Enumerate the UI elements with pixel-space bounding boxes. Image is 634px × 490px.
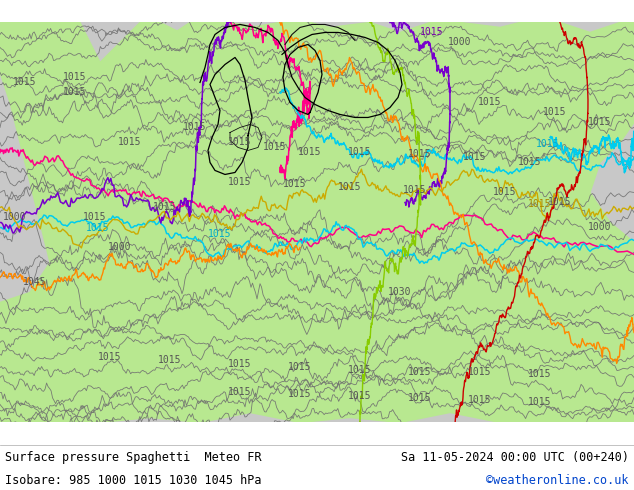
Text: 1015: 1015 <box>543 107 567 118</box>
Text: 1015: 1015 <box>63 87 87 98</box>
Text: 1015: 1015 <box>208 229 232 240</box>
Text: Surface pressure Spaghetti  Meteo FR: Surface pressure Spaghetti Meteo FR <box>5 451 262 464</box>
Text: ©weatheronline.co.uk: ©weatheronline.co.uk <box>486 473 629 487</box>
Text: 1015: 1015 <box>408 393 432 403</box>
Text: 1000: 1000 <box>108 243 132 252</box>
Text: 1015: 1015 <box>518 157 541 168</box>
Text: 1015: 1015 <box>283 179 307 190</box>
Text: 1015: 1015 <box>228 388 252 397</box>
Text: 1015: 1015 <box>183 122 207 132</box>
Text: 1015: 1015 <box>83 213 107 222</box>
Text: 1015: 1015 <box>228 360 252 369</box>
Text: 1015: 1015 <box>528 369 552 379</box>
Text: 1015: 1015 <box>408 149 432 159</box>
Text: 1015: 1015 <box>288 390 312 399</box>
Text: 1000: 1000 <box>3 213 27 222</box>
Text: 1015: 1015 <box>153 202 177 213</box>
Text: 1015: 1015 <box>228 177 252 188</box>
Text: 1015: 1015 <box>463 152 487 163</box>
Text: 1015: 1015 <box>158 355 182 366</box>
Text: 1015: 1015 <box>528 397 552 408</box>
Text: 1015: 1015 <box>478 98 501 107</box>
Polygon shape <box>0 23 634 422</box>
Text: 1015: 1015 <box>528 199 552 209</box>
Text: 1000: 1000 <box>448 37 472 48</box>
Text: 1015: 1015 <box>98 352 122 363</box>
Text: 1015: 1015 <box>228 138 252 147</box>
Text: 1015: 1015 <box>408 368 432 377</box>
Text: 1015: 1015 <box>339 182 362 193</box>
Text: 1015: 1015 <box>63 73 87 82</box>
Text: Isobare: 985 1000 1015 1030 1045 hPa: Isobare: 985 1000 1015 1030 1045 hPa <box>5 473 262 487</box>
Text: 1015: 1015 <box>298 147 321 157</box>
Text: 1015: 1015 <box>548 197 572 207</box>
Text: 1015: 1015 <box>536 140 560 149</box>
Text: 1015: 1015 <box>348 366 372 375</box>
Text: 1015: 1015 <box>588 118 612 127</box>
Text: 1015: 1015 <box>119 138 142 147</box>
Text: 1015: 1015 <box>420 27 444 37</box>
Text: 1015: 1015 <box>348 392 372 401</box>
Polygon shape <box>182 27 203 65</box>
Text: 1015: 1015 <box>493 188 517 197</box>
Text: 1015: 1015 <box>288 363 312 372</box>
Polygon shape <box>200 23 245 82</box>
Text: Sa 11-05-2024 00:00 UTC (00+240): Sa 11-05-2024 00:00 UTC (00+240) <box>401 451 629 464</box>
Text: 1015: 1015 <box>403 185 427 196</box>
Text: 1030: 1030 <box>388 288 411 297</box>
Text: 1015: 1015 <box>348 147 372 157</box>
Text: 1015: 1015 <box>469 368 492 377</box>
Text: 1015: 1015 <box>263 143 287 152</box>
Text: 1015: 1015 <box>469 395 492 405</box>
Text: 1015: 1015 <box>13 77 37 87</box>
Text: 1045: 1045 <box>23 277 47 288</box>
Text: 1015: 1015 <box>86 223 110 233</box>
Text: 1000: 1000 <box>588 222 612 232</box>
Polygon shape <box>155 23 460 213</box>
